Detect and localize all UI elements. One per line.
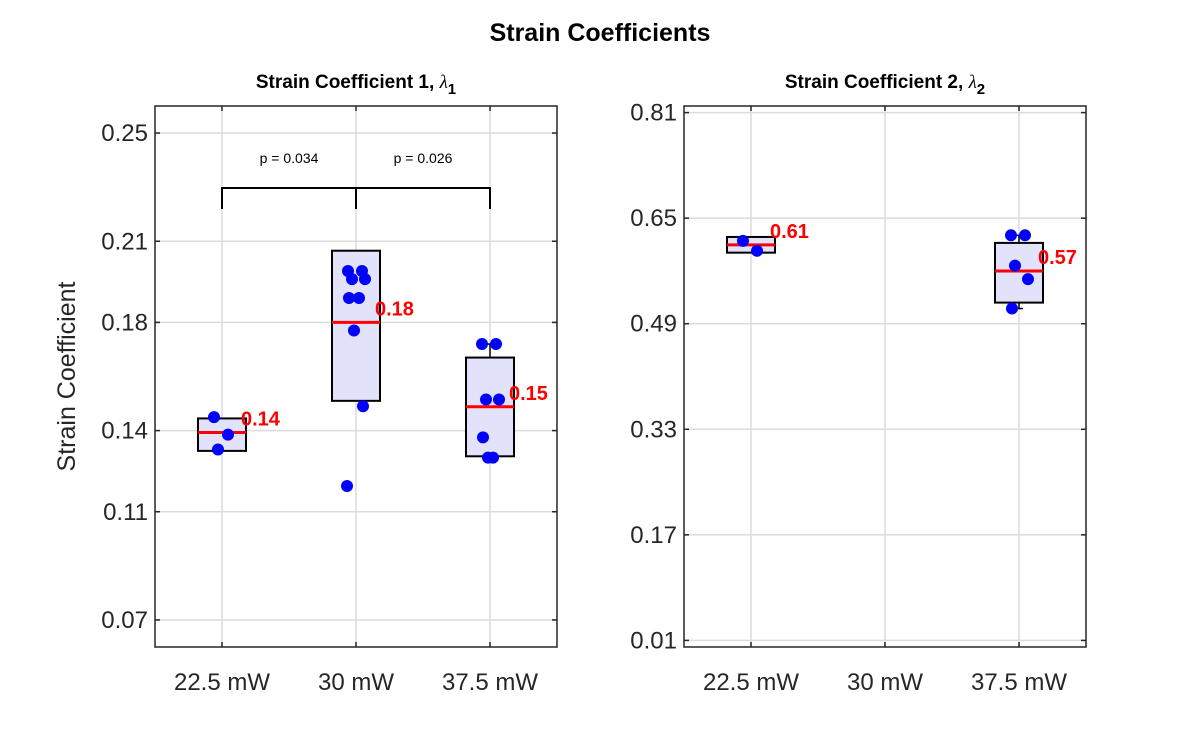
x-tick-label: 30 mW <box>847 669 923 696</box>
x-tick-label: 30 mW <box>318 669 394 696</box>
data-point <box>490 338 502 351</box>
data-point <box>1005 229 1017 242</box>
median-label: 0.61 <box>770 221 809 243</box>
significance-bracket <box>355 187 491 209</box>
p-value-label: p = 0.034 <box>260 150 319 166</box>
data-point <box>1022 273 1034 286</box>
box-iqr <box>994 241 1044 304</box>
data-point <box>1019 229 1031 242</box>
median-label: 0.18 <box>375 298 414 320</box>
data-point <box>480 393 492 406</box>
panels: p = 0.034 p = 0.026 0.14 0.18 0.15 0.07 0.11 0.… <box>53 72 1087 696</box>
data-point <box>212 443 224 456</box>
panel-2: 0.61 0.57 0.01 0.17 0.33 0.49 0.65 0.81 22.5 mW 3… <box>630 72 1087 696</box>
panel-1: p = 0.034 p = 0.026 0.14 0.18 0.15 0.07 0.11 0.… <box>53 72 558 696</box>
data-point <box>737 234 749 247</box>
lambda-subscript: 2 <box>977 81 985 98</box>
y-tick-label: 0.21 <box>101 228 148 255</box>
data-point <box>359 273 371 286</box>
data-point <box>346 273 358 286</box>
y-tick-label: 0.07 <box>101 607 148 634</box>
y-axis-label: Strain Coefficient <box>53 281 81 471</box>
y-tick-label: 0.25 <box>101 120 148 147</box>
data-point <box>477 431 489 444</box>
panel-title-text: Strain Coefficient 2, <box>785 72 969 93</box>
lambda-symbol: λ <box>439 72 448 93</box>
data-point <box>482 451 494 464</box>
data-point <box>1009 259 1021 272</box>
data-point <box>1006 302 1018 315</box>
data-point <box>493 393 505 406</box>
data-point <box>222 428 234 441</box>
data-point <box>751 244 763 257</box>
data-point <box>208 411 220 424</box>
data-point <box>348 324 360 337</box>
median-label: 0.14 <box>241 408 281 430</box>
panel-title-text: Strain Coefficient 1, <box>256 72 440 93</box>
panel-title: Strain Coefficient 1, λ1 <box>256 72 456 98</box>
x-tick-label: 22.5 mW <box>174 669 270 696</box>
y-tick-label: 0.33 <box>630 416 677 443</box>
x-tick-label: 37.5 mW <box>971 669 1067 696</box>
panel-title: Strain Coefficient 2, λ2 <box>785 72 985 98</box>
y-tick-label: 0.14 <box>101 418 148 445</box>
y-tick-label: 0.01 <box>630 627 677 654</box>
y-tick-label: 0.17 <box>630 522 677 549</box>
data-point <box>476 338 488 351</box>
y-tick-label: 0.11 <box>103 499 148 526</box>
y-tick-label: 0.49 <box>630 311 677 338</box>
x-tick-label: 37.5 mW <box>442 669 538 696</box>
data-point <box>343 292 355 305</box>
x-tick-label: 22.5 mW <box>703 669 799 696</box>
figure-title: Strain Coefficients <box>490 19 711 47</box>
data-point <box>353 292 365 305</box>
lambda-symbol: λ <box>968 72 977 93</box>
y-tick-label: 0.18 <box>101 309 148 336</box>
lambda-subscript: 1 <box>448 81 456 98</box>
p-value-label: p = 0.026 <box>394 150 453 166</box>
data-point <box>357 400 369 413</box>
y-tick-label: 0.65 <box>630 205 677 232</box>
median-label: 0.57 <box>1038 247 1077 269</box>
y-tick-label: 0.81 <box>630 100 677 127</box>
data-point <box>341 480 353 493</box>
median-label: 0.15 <box>509 383 548 405</box>
